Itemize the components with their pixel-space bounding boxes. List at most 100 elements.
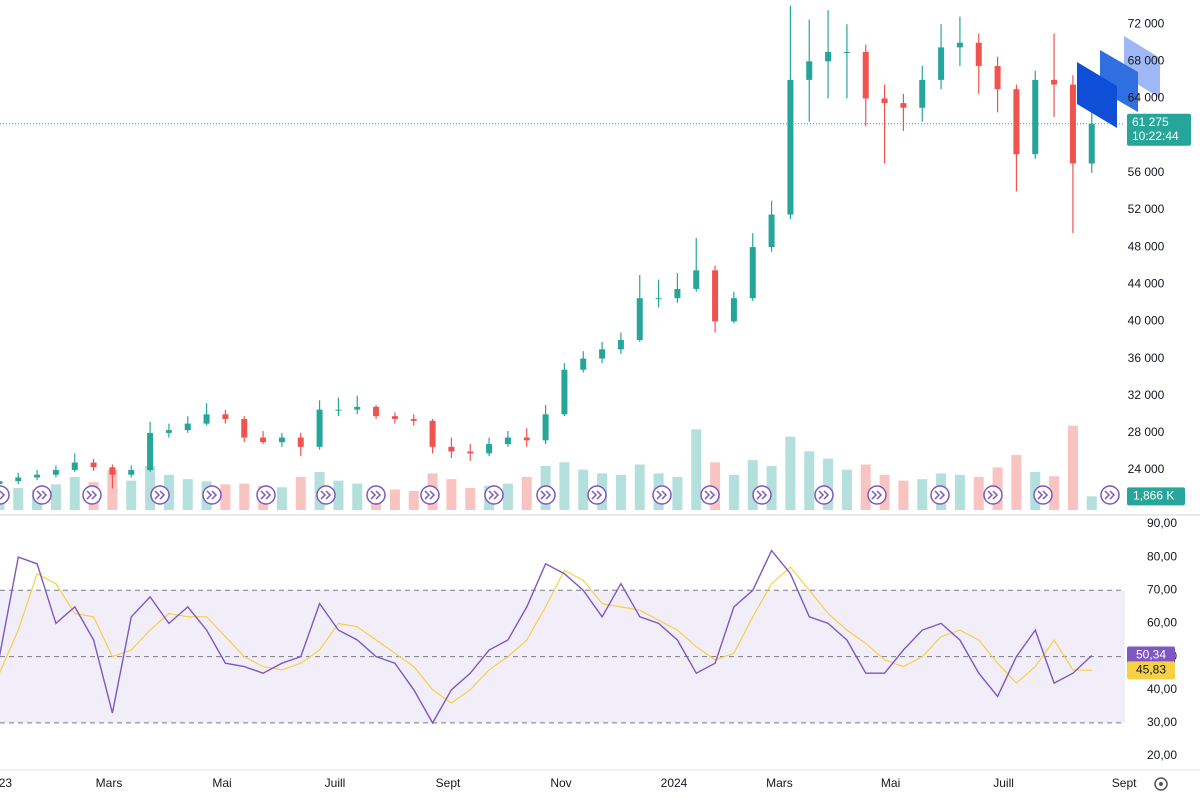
volume-bar bbox=[352, 483, 363, 510]
candle-body bbox=[504, 437, 511, 445]
event-marker-arrow[interactable] bbox=[871, 490, 883, 500]
event-marker-arrow[interactable] bbox=[36, 490, 48, 500]
volume-bar bbox=[1011, 455, 1022, 510]
volume-bar bbox=[465, 488, 476, 510]
candle-body bbox=[34, 474, 41, 478]
volume-bar bbox=[559, 462, 570, 510]
candle-body bbox=[429, 420, 436, 447]
event-marker-arrow[interactable] bbox=[987, 490, 999, 500]
candle-body bbox=[561, 369, 568, 415]
y-tick-label: 52 000 bbox=[1128, 202, 1165, 216]
event-marker-arrow[interactable] bbox=[0, 490, 6, 500]
volume-bar bbox=[1067, 425, 1078, 510]
label-layer: 23 Mars Mai Juill Sept Nov 2024 Mars Mai Juill Sep… bbox=[0, 16, 1191, 790]
volume-bar bbox=[239, 483, 250, 510]
value-label: 50,34 bbox=[1136, 648, 1166, 662]
y-tick-label: 40,00 bbox=[1147, 682, 1177, 696]
event-marker-arrow[interactable] bbox=[206, 490, 218, 500]
event-marker-arrow[interactable] bbox=[818, 490, 830, 500]
candle-body bbox=[15, 477, 22, 482]
candle-body bbox=[636, 298, 643, 340]
y-tick-label: 60,00 bbox=[1147, 616, 1177, 630]
candle-body bbox=[975, 42, 982, 66]
y-tick-label: 48 000 bbox=[1128, 239, 1165, 253]
x-tick-label: Juill bbox=[993, 776, 1014, 790]
y-tick-label: 32 000 bbox=[1128, 388, 1165, 402]
event-marker-arrow[interactable] bbox=[756, 490, 768, 500]
event-marker-arrow[interactable] bbox=[370, 490, 382, 500]
x-tick-label: Nov bbox=[550, 776, 571, 790]
last-price-badge bbox=[1127, 113, 1191, 146]
candle-body bbox=[260, 437, 267, 443]
y-tick-label: 72 000 bbox=[1128, 16, 1165, 30]
candle-body bbox=[1032, 79, 1039, 155]
candle-body bbox=[241, 418, 248, 438]
event-marker-arrow[interactable] bbox=[656, 490, 668, 500]
candle-body bbox=[128, 470, 135, 475]
event-marker-arrow[interactable] bbox=[1037, 490, 1049, 500]
candle-body bbox=[749, 247, 756, 299]
candle-body bbox=[278, 437, 285, 443]
candle-body bbox=[297, 437, 304, 447]
x-tick-label: 2024 bbox=[661, 776, 688, 790]
candle-body bbox=[825, 52, 832, 62]
volume-bar bbox=[785, 436, 796, 510]
settings-icon[interactable] bbox=[1154, 777, 1168, 791]
volume-bar bbox=[145, 466, 156, 510]
candle-body bbox=[147, 432, 154, 471]
settings-gear-center[interactable] bbox=[1159, 782, 1163, 786]
event-marker-arrow[interactable] bbox=[934, 490, 946, 500]
settings-gear[interactable] bbox=[1154, 777, 1168, 791]
event-marker-arrow[interactable] bbox=[86, 490, 98, 500]
candle-body bbox=[994, 65, 1001, 90]
event-marker-arrow[interactable] bbox=[260, 490, 272, 500]
y-tick-label: 90,00 bbox=[1147, 516, 1177, 530]
y-tick-label: 64 000 bbox=[1128, 91, 1165, 105]
candle-body bbox=[523, 437, 530, 441]
volume-bar bbox=[446, 479, 457, 510]
volume-bar bbox=[578, 469, 589, 510]
x-tick-label: Mai bbox=[212, 776, 231, 790]
y-tick-label: 24 000 bbox=[1128, 462, 1165, 476]
volume-bar bbox=[766, 466, 777, 510]
candle-body bbox=[486, 444, 493, 454]
candle-body bbox=[71, 462, 78, 471]
y-tick-label: 40 000 bbox=[1128, 314, 1165, 328]
volume-bar bbox=[13, 488, 24, 510]
value-label: 45,83 bbox=[1136, 663, 1166, 677]
volume-bar bbox=[710, 462, 721, 510]
y-tick-label: 30,00 bbox=[1147, 715, 1177, 729]
candle-body bbox=[1088, 123, 1095, 164]
volume-bar bbox=[691, 429, 702, 510]
value-badge bbox=[1127, 661, 1175, 680]
candle-body bbox=[391, 416, 398, 419]
y-tick-label: 28 000 bbox=[1128, 425, 1165, 439]
volume-bar bbox=[107, 469, 118, 510]
grid-layer bbox=[0, 589, 1125, 724]
candle-body bbox=[373, 406, 380, 417]
volume-bar bbox=[295, 477, 306, 510]
x-tick-label: Juill bbox=[325, 776, 346, 790]
event-marker-arrow[interactable] bbox=[320, 490, 332, 500]
candle-body bbox=[919, 79, 926, 108]
volume-bar bbox=[389, 489, 400, 510]
event-marker-arrow[interactable] bbox=[1104, 490, 1116, 500]
event-marker-arrow[interactable] bbox=[488, 490, 500, 500]
volume-bar bbox=[634, 464, 645, 510]
event-marker-arrow[interactable] bbox=[704, 490, 716, 500]
event-marker-arrow[interactable] bbox=[540, 490, 552, 500]
event-marker-arrow[interactable] bbox=[154, 490, 166, 500]
candle-body bbox=[599, 349, 606, 359]
candle-body bbox=[881, 98, 888, 104]
candle-body bbox=[862, 52, 869, 99]
volume-bar bbox=[1086, 496, 1097, 510]
x-tick-label: Mars bbox=[766, 776, 793, 790]
countdown-label: 10:22:44 bbox=[1132, 129, 1179, 143]
event-marker-arrow[interactable] bbox=[591, 490, 603, 500]
candle-body bbox=[1051, 79, 1058, 85]
x-tick-label: Mars bbox=[96, 776, 123, 790]
volume-bar bbox=[672, 477, 683, 510]
volume-bar bbox=[954, 474, 965, 510]
x-tick-label: Sept bbox=[1112, 776, 1137, 790]
event-marker-arrow[interactable] bbox=[424, 490, 436, 500]
